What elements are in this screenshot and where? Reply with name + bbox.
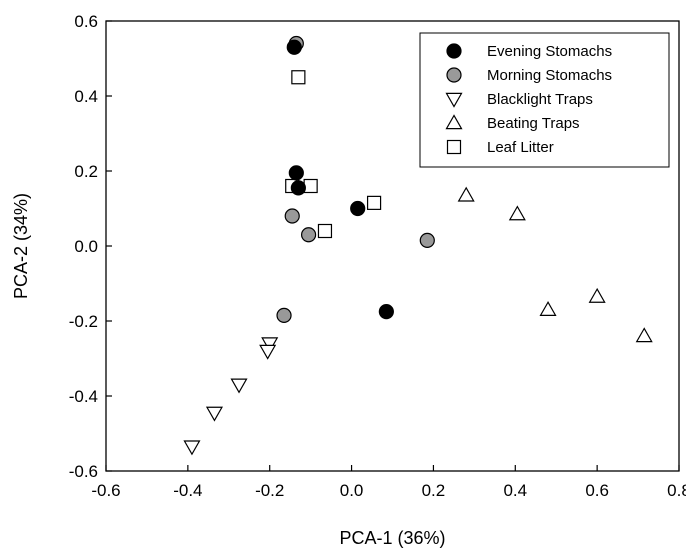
legend-marker: [446, 67, 462, 83]
point-circle: [350, 200, 366, 217]
x-tick-label: 0.8: [667, 481, 686, 500]
y-tick-label: 0.0: [74, 237, 98, 256]
legend: Evening Stomachs Morning Stomachs Blacklig…: [419, 32, 670, 168]
legend-label: Evening Stomachs: [487, 43, 612, 60]
y-tick-label: -0.2: [69, 312, 98, 331]
point-square: [317, 223, 333, 239]
point-circle: [276, 307, 292, 323]
legend-label: Blacklight Traps: [487, 91, 593, 108]
y-tick-label: -0.4: [69, 387, 98, 406]
x-tick-label: -0.2: [255, 481, 284, 500]
x-tick-label: 0.0: [340, 481, 364, 500]
y-axis-label: PCA-2 (34%): [11, 193, 31, 299]
legend-box: [419, 32, 670, 168]
legend-marker: [445, 92, 463, 108]
point-triangle-up: [588, 287, 606, 303]
legend-marker: [446, 43, 462, 59]
x-tick-label: 0.2: [422, 481, 446, 500]
legend-label: Beating Traps: [487, 115, 580, 132]
point-triangle-up: [635, 327, 653, 343]
x-axis: -0.6 -0.4 -0.2 0.0 0.2 0.4 0.6 0.8: [91, 465, 686, 500]
x-tick-label: -0.6: [91, 481, 120, 500]
point-triangle-down: [183, 440, 201, 456]
point-triangle-down: [261, 337, 279, 353]
legend-marker: [446, 139, 462, 155]
y-tick-label: -0.6: [69, 462, 98, 481]
x-tick-label: -0.4: [173, 481, 202, 500]
point-triangle-down: [230, 378, 248, 394]
legend-marker: [445, 114, 463, 130]
legend-label: Morning Stomachs: [487, 67, 612, 84]
x-tick-label: 0.4: [503, 481, 527, 500]
point-triangle-up: [457, 186, 475, 202]
plot-area: -0.6 -0.4 -0.2 0.0 0.2 0.4 0.6 0.8 -0.6 -0.4 -0.2…: [69, 12, 686, 500]
point-circle: [419, 232, 435, 248]
point-circle: [300, 227, 317, 243]
y-axis: -0.6 -0.4 -0.2 0.0 0.2 0.4 0.6: [69, 12, 112, 481]
point-square: [291, 70, 306, 85]
point-square: [303, 178, 318, 194]
point-circle: [290, 180, 306, 196]
point-circle: [378, 304, 394, 320]
x-tick-label: 0.6: [585, 481, 609, 500]
point-square: [366, 195, 382, 210]
data-points: [183, 35, 653, 456]
legend-label: Leaf Litter: [487, 139, 554, 156]
x-axis-label: PCA-1 (36%): [339, 528, 445, 548]
point-triangle-up: [508, 205, 526, 221]
y-tick-label: 0.2: [74, 162, 98, 181]
point-circle: [288, 165, 304, 181]
y-tick-label: 0.4: [74, 87, 98, 106]
y-tick-label: 0.6: [74, 12, 98, 31]
point-triangle-up: [539, 301, 557, 316]
point-circle: [284, 208, 300, 224]
point-triangle-down: [259, 344, 277, 360]
point-triangle-down: [205, 406, 223, 422]
point-circle: [286, 39, 302, 55]
